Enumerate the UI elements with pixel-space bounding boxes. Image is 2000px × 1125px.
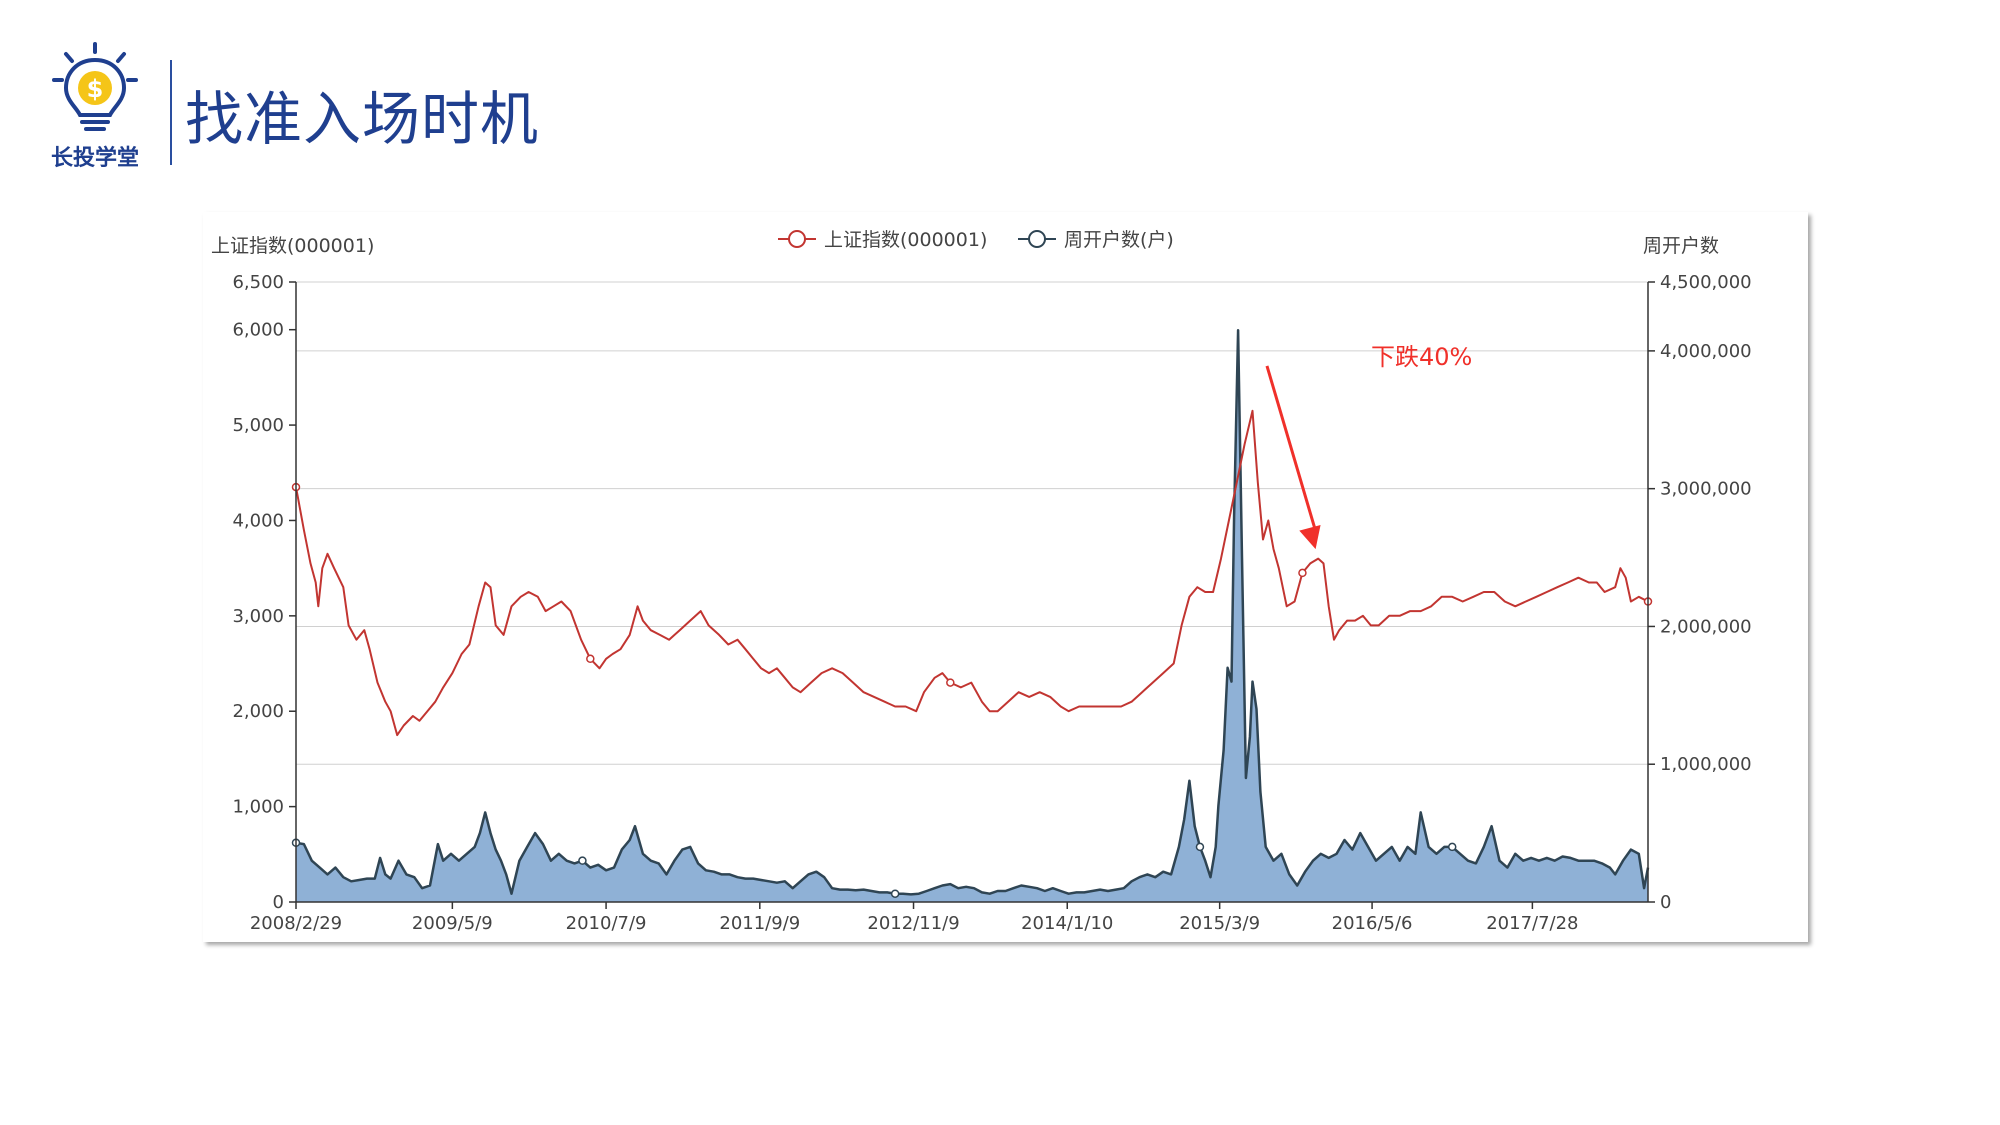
x-tick-label: 2017/7/28	[1486, 913, 1578, 934]
y-left-tick-label: 4,000	[232, 510, 284, 531]
y-left-tick-label: 6,500	[232, 272, 284, 293]
axes	[289, 281, 1655, 909]
lines-layer	[291, 328, 1653, 898]
y-right-tick-label: 0	[1660, 892, 1671, 913]
x-tick-label: 2008/2/29	[250, 913, 342, 934]
y-left-axis-label: 上证指数(000001)	[211, 235, 374, 257]
legend-marker	[1028, 230, 1046, 248]
labels: 0 1,000 2,000 3,000 4,000 5,000 6,000 6,500 0 1,0…	[211, 229, 1752, 934]
accounts-area-layer	[296, 330, 1648, 902]
y-right-tick-label: 4,000,000	[1660, 341, 1752, 362]
x-tick-label: 2014/1/10	[1021, 913, 1113, 934]
legend-marker	[788, 230, 806, 248]
brand-name: 长投学堂	[50, 146, 139, 171]
grid	[296, 281, 1648, 903]
x-tick-label: 2009/5/9	[412, 913, 493, 934]
index-point	[586, 654, 595, 664]
y-right-tick-label: 4,500,000	[1660, 272, 1752, 293]
index-point	[946, 678, 955, 687]
x-tick-label: 2010/7/9	[566, 913, 647, 934]
x-tick-label: 2016/5/6	[1332, 913, 1413, 934]
lightbulb-dollar-icon: $	[52, 42, 138, 131]
dual-axis-chart: 0 1,000 2,000 3,000 4,000 5,000 6,000 6,500 0 1,0…	[211, 229, 1752, 934]
legend-entry: 上证指数(000001)	[824, 229, 987, 251]
accounts-point	[890, 889, 900, 898]
accounts-line	[295, 328, 1650, 896]
svg-text:$: $	[87, 75, 104, 103]
y-left-tick-label: 3,000	[232, 606, 284, 627]
index-line	[295, 409, 1649, 737]
x-tick-label: 2012/11/9	[867, 913, 959, 934]
y-right-axis-label: 周开户数	[1643, 235, 1719, 257]
x-tick-label: 2011/9/9	[719, 913, 800, 934]
y-left-tick-label: 6,000	[232, 320, 284, 341]
page-title: 找准入场时机	[185, 85, 540, 153]
y-left-tick-label: 5,000	[232, 415, 284, 436]
legend-entry: 周开户数(户)	[1064, 229, 1174, 251]
y-left-tick-label: 1,000	[232, 797, 284, 818]
y-left-tick-label: 0	[273, 892, 284, 913]
y-right-tick-label: 3,000,000	[1660, 479, 1752, 500]
header-divider	[170, 60, 172, 165]
logo: $	[40, 40, 150, 170]
annotation-arrow-shaft	[1265, 365, 1318, 532]
chart-card: 0 1,000 2,000 3,000 4,000 5,000 6,000 6,500 0 1,0…	[203, 212, 1808, 942]
y-right-tick-label: 2,000,000	[1660, 616, 1752, 637]
annotation-arrow-head	[1299, 524, 1321, 550]
accounts-point	[578, 856, 587, 865]
y-left-tick-label: 2,000	[232, 701, 284, 722]
index-point	[1298, 568, 1307, 578]
accounts-area	[296, 330, 1648, 902]
x-tick-label: 2015/3/9	[1179, 913, 1260, 934]
annotation-text: 下跌40%	[1371, 343, 1472, 371]
accounts-point	[1195, 842, 1205, 852]
y-right-tick-label: 1,000,000	[1660, 754, 1752, 775]
accounts-point	[1447, 842, 1457, 852]
